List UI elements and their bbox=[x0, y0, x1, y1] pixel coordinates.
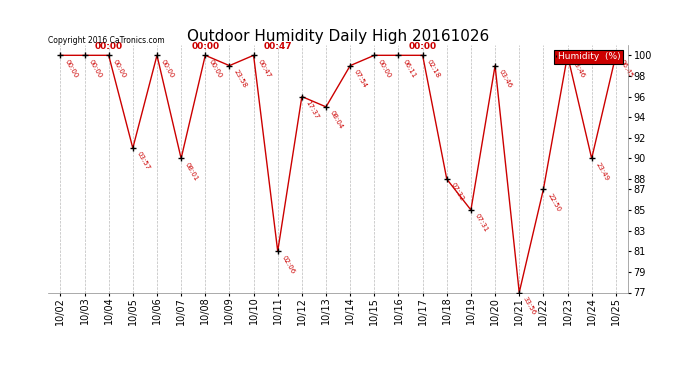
Text: 07:32: 07:32 bbox=[450, 182, 465, 203]
Text: 00:00: 00:00 bbox=[191, 42, 219, 51]
Text: 00:00: 00:00 bbox=[88, 58, 103, 79]
Text: 23:58: 23:58 bbox=[233, 68, 248, 89]
Text: 00:00: 00:00 bbox=[160, 58, 175, 79]
Text: 22:50: 22:50 bbox=[546, 192, 562, 213]
Text: 06:11: 06:11 bbox=[402, 58, 417, 79]
Text: 00:00: 00:00 bbox=[408, 42, 437, 51]
Title: Outdoor Humidity Daily High 20161026: Outdoor Humidity Daily High 20161026 bbox=[187, 29, 489, 44]
Text: 02:06: 02:06 bbox=[281, 254, 296, 274]
Text: 00:00: 00:00 bbox=[63, 58, 79, 79]
Text: 17:37: 17:37 bbox=[305, 99, 320, 120]
Text: 06:45: 06:45 bbox=[619, 58, 634, 78]
Text: 00:00: 00:00 bbox=[208, 58, 224, 79]
Text: 23:49: 23:49 bbox=[595, 161, 610, 182]
Text: 02:18: 02:18 bbox=[426, 58, 441, 79]
Text: 07:31: 07:31 bbox=[474, 213, 489, 233]
Text: 00:00: 00:00 bbox=[112, 58, 127, 79]
Text: 03:46: 03:46 bbox=[498, 68, 513, 89]
Legend: Humidity  (%): Humidity (%) bbox=[553, 50, 623, 64]
Text: 00:00: 00:00 bbox=[377, 58, 393, 79]
Text: 07:54: 07:54 bbox=[353, 68, 368, 89]
Text: 00:47: 00:47 bbox=[264, 42, 292, 51]
Text: 33:56: 33:56 bbox=[522, 295, 538, 316]
Text: 08:04: 08:04 bbox=[329, 110, 344, 130]
Text: 00:00: 00:00 bbox=[95, 42, 123, 51]
Text: 03:46: 03:46 bbox=[571, 58, 586, 79]
Text: 00:47: 00:47 bbox=[257, 58, 272, 79]
Text: 03:57: 03:57 bbox=[136, 151, 151, 171]
Text: Copyright 2016 CaTronics.com: Copyright 2016 CaTronics.com bbox=[48, 36, 165, 45]
Text: 08:01: 08:01 bbox=[184, 161, 199, 182]
